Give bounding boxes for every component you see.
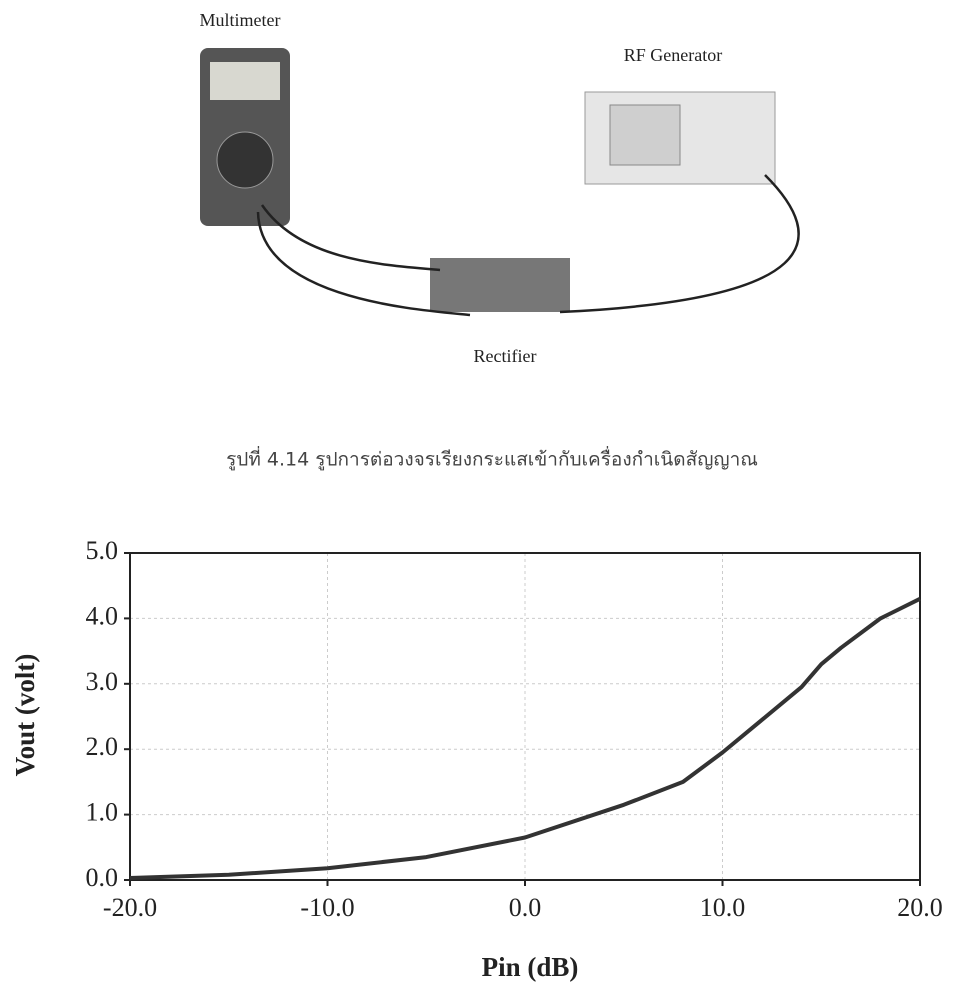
x-tick-label: -20.0 — [103, 893, 157, 922]
plot-frame — [129, 552, 921, 881]
y-tick-label: 1.0 — [86, 798, 119, 827]
cable — [559, 174, 800, 314]
x-tick-label: 20.0 — [897, 893, 943, 922]
cable — [260, 204, 441, 272]
data-line — [129, 597, 921, 880]
setup-diagram: Multimeter RF Generator Rectifier — [200, 10, 800, 366]
label: RF Generator — [624, 45, 722, 65]
x-axis-title: Pin (dB) — [482, 952, 579, 982]
y-tick-label: 4.0 — [86, 601, 119, 630]
label: Rectifier — [474, 346, 537, 366]
multimeter-dial — [216, 131, 274, 189]
cable — [256, 211, 471, 317]
x-tick-label: 0.0 — [509, 893, 542, 922]
rectifier-board — [430, 258, 570, 312]
y-tick-label: 0.0 — [86, 863, 119, 892]
y-axis-title: Vout (volt) — [10, 654, 40, 777]
multimeter-display — [210, 62, 280, 100]
generator-screen — [609, 104, 681, 166]
x-tick-label: -10.0 — [300, 893, 354, 922]
y-tick-label: 2.0 — [86, 732, 119, 761]
x-tick-label: 10.0 — [700, 893, 746, 922]
label: Multimeter — [200, 10, 281, 30]
y-tick-label: 5.0 — [86, 536, 119, 565]
y-tick-label: 3.0 — [86, 667, 119, 696]
caption: รูปที่ 4.14 รูปการต่อวงจรเรียงกระแสเข้าก… — [226, 446, 758, 471]
